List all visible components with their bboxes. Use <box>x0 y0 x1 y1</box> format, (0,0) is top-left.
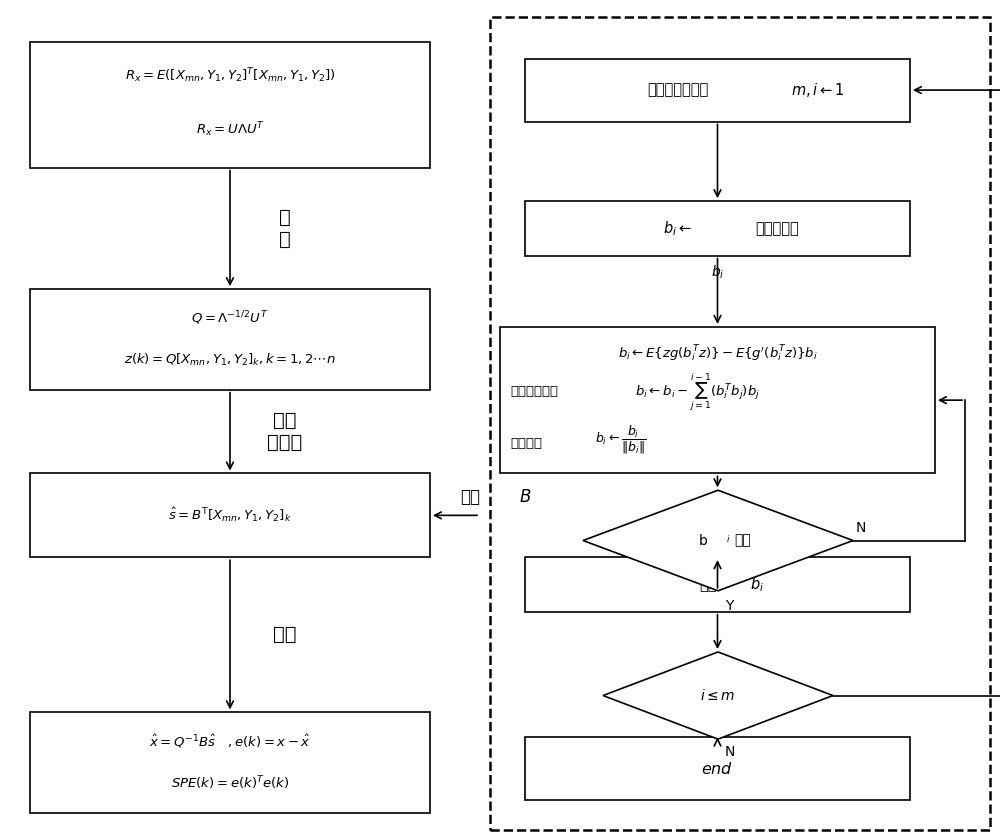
Bar <box>525 201 910 256</box>
Text: $\hat{x} = Q^{-1}B\hat{s}\quad,e(k) = x - \hat{x}$: $\hat{x} = Q^{-1}B\hat{s}\quad,e(k) = x … <box>149 733 311 750</box>
Text: 白
化: 白 化 <box>279 208 291 249</box>
Text: 单位模向量: 单位模向量 <box>756 221 799 235</box>
Text: $b_i \leftarrow b_i - \sum_{j=1}^{i-1}(b_i^Tb_j)b_j$: $b_i \leftarrow b_i - \sum_{j=1}^{i-1}(b… <box>635 371 760 412</box>
Text: $z(k) = Q[X_{mn},Y_1,Y_2]_k, k=1,2\cdots n$: $z(k) = Q[X_{mn},Y_1,Y_2]_k, k=1,2\cdots… <box>124 352 336 369</box>
Text: $B$: $B$ <box>519 488 531 506</box>
Polygon shape <box>603 652 833 739</box>
Text: $b_i \leftarrow \dfrac{b_i}{\|b_i\|}$: $b_i \leftarrow \dfrac{b_i}{\|b_i\|}$ <box>595 424 646 457</box>
Text: $Q = \Lambda^{-1/2}U^T$: $Q = \Lambda^{-1/2}U^T$ <box>191 309 269 328</box>
Text: Y: Y <box>725 599 734 613</box>
Text: 监控: 监控 <box>273 625 297 644</box>
Text: 输出: 输出 <box>699 577 716 592</box>
Text: $b_i$: $b_i$ <box>750 575 765 594</box>
Bar <box>525 737 910 800</box>
Text: $SPE(k) = e(k)^T e(k)$: $SPE(k) = e(k)^T e(k)$ <box>171 774 289 793</box>
Text: b: b <box>699 534 707 547</box>
Bar <box>30 42 430 168</box>
Text: $m,i\leftarrow 1$: $m,i\leftarrow 1$ <box>791 81 844 99</box>
Text: N: N <box>724 745 735 758</box>
Text: 收敛: 收敛 <box>735 534 751 547</box>
Bar <box>525 59 910 122</box>
Text: $b_i$: $b_i$ <box>711 264 724 281</box>
Text: N: N <box>856 521 866 535</box>
Text: 矩阵: 矩阵 <box>460 488 480 506</box>
Text: $b_i \leftarrow E\{zg(b_i^Tz)\} - E\{g'(b_i^Tz)\}b_i$: $b_i \leftarrow E\{zg(b_i^Tz)\} - E\{g'(… <box>618 344 817 365</box>
Text: 执行正交化，: 执行正交化， <box>510 385 558 398</box>
Bar <box>30 712 430 813</box>
Text: 重构
独立元: 重构 独立元 <box>267 411 303 452</box>
Text: 选择独立元个数: 选择独立元个数 <box>647 83 708 97</box>
Bar <box>490 17 990 830</box>
Polygon shape <box>583 490 853 591</box>
Text: $R_x = U\Lambda U^T$: $R_x = U\Lambda U^T$ <box>196 121 264 139</box>
Text: $R_x = E([X_{mn},Y_1,Y_2]^T[X_{mn},Y_1,Y_2])$: $R_x = E([X_{mn},Y_1,Y_2]^T[X_{mn},Y_1,Y… <box>125 66 335 85</box>
Text: 归一化，: 归一化， <box>510 437 542 450</box>
Text: $b_i \leftarrow$: $b_i \leftarrow$ <box>663 219 692 238</box>
Text: $_i$: $_i$ <box>726 531 730 545</box>
Bar <box>30 473 430 557</box>
Text: $\hat{s} = B^{\mathrm{T}}[X_{mn},Y_1,Y_2]_k$: $\hat{s} = B^{\mathrm{T}}[X_{mn},Y_1,Y_2… <box>168 506 292 525</box>
Bar <box>30 289 430 390</box>
Text: $i \leq m$: $i \leq m$ <box>700 688 736 703</box>
Bar <box>500 327 935 473</box>
Bar <box>525 557 910 612</box>
Text: $\mathit{end}$: $\mathit{end}$ <box>701 761 734 777</box>
